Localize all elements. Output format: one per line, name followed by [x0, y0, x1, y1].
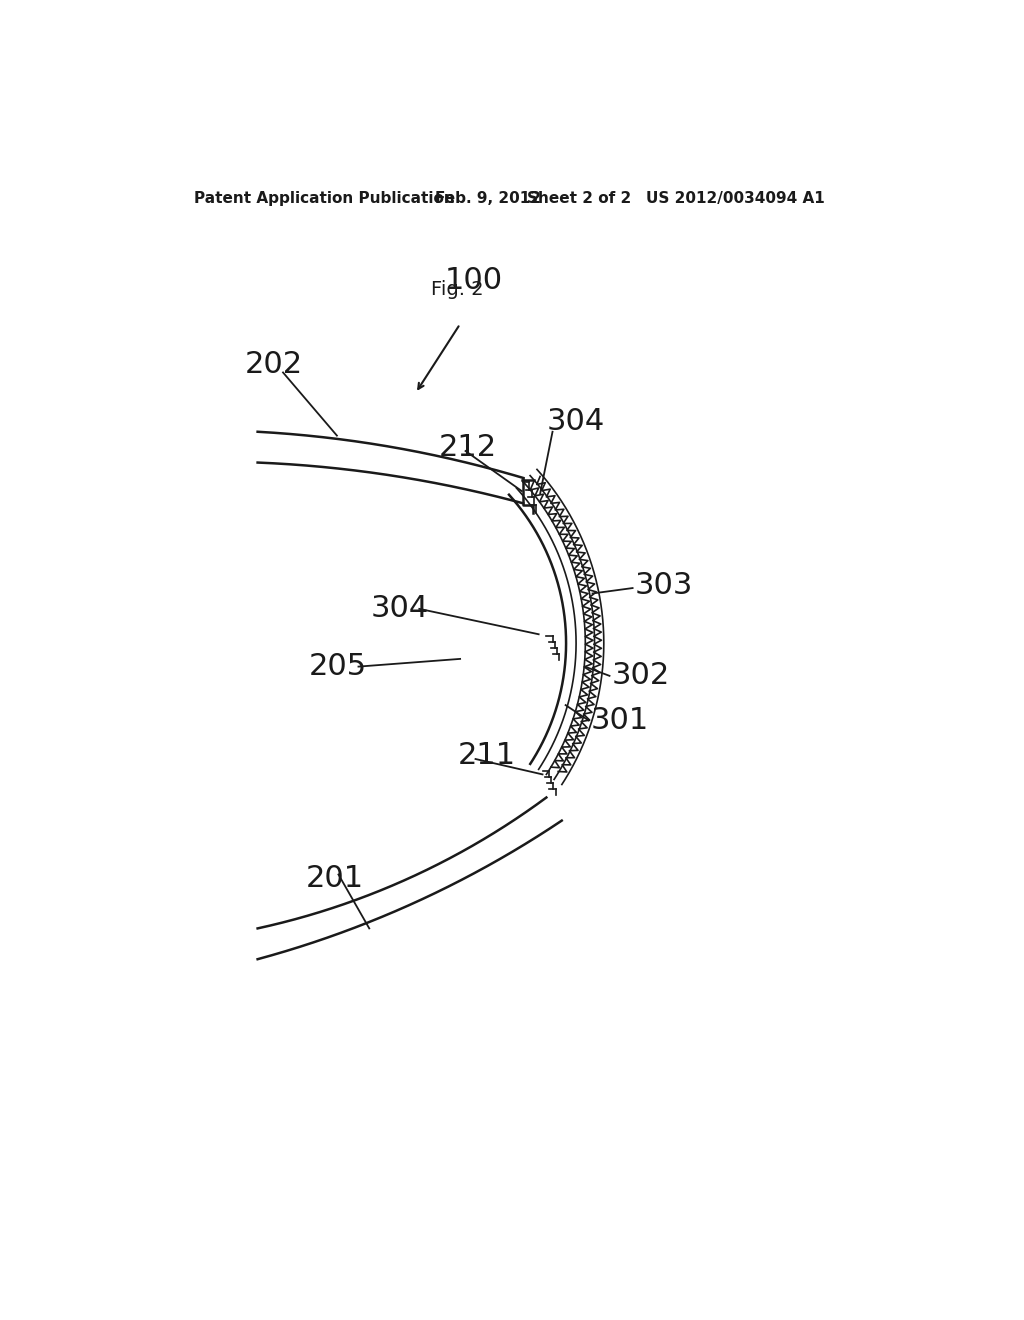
Text: 304: 304 — [371, 594, 429, 623]
Text: 301: 301 — [591, 706, 649, 735]
Text: 205: 205 — [309, 652, 368, 681]
Text: Sheet 2 of 2: Sheet 2 of 2 — [527, 191, 632, 206]
Text: 303: 303 — [635, 572, 693, 601]
Text: 304: 304 — [547, 408, 604, 436]
Text: Feb. 9, 2012: Feb. 9, 2012 — [435, 191, 541, 206]
Text: Patent Application Publication: Patent Application Publication — [194, 191, 455, 206]
Text: 211: 211 — [458, 741, 516, 770]
Text: 201: 201 — [306, 863, 365, 892]
Text: 212: 212 — [438, 433, 497, 462]
Text: US 2012/0034094 A1: US 2012/0034094 A1 — [646, 191, 825, 206]
Text: 100: 100 — [444, 267, 503, 296]
Text: 302: 302 — [611, 661, 670, 690]
Text: Fig. 2: Fig. 2 — [431, 280, 483, 298]
Text: 202: 202 — [245, 350, 303, 379]
